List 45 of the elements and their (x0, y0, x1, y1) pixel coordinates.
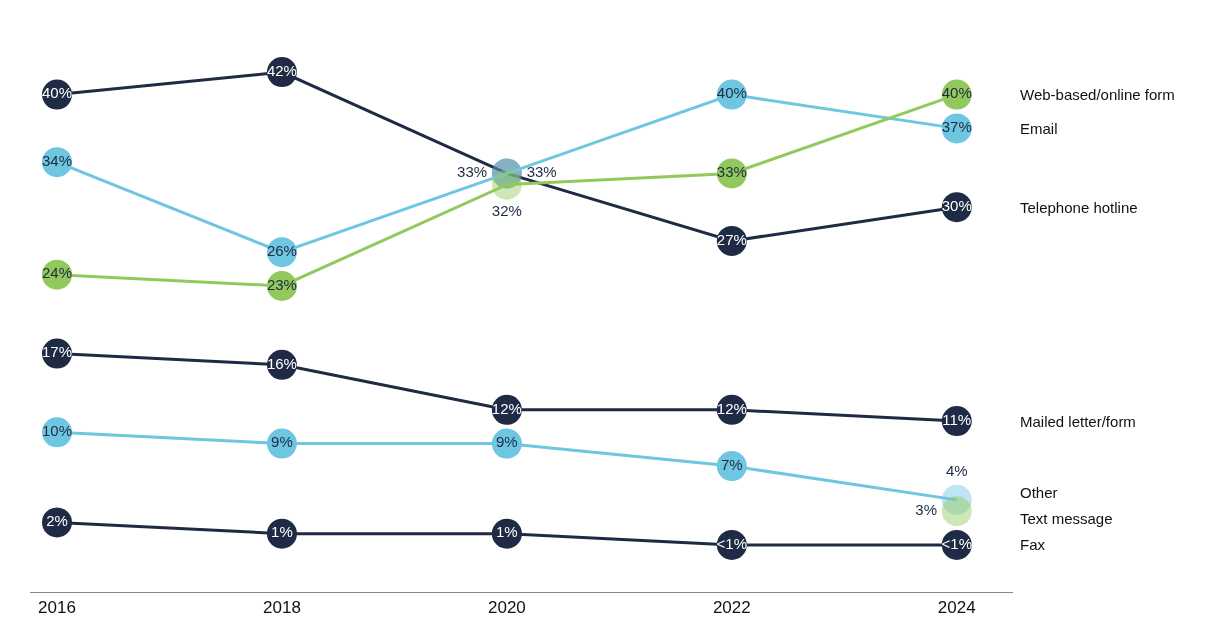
data-label: 33% (716, 163, 747, 181)
data-label: 23% (266, 275, 297, 293)
data-label: 11% (942, 410, 972, 428)
text: Email (1020, 120, 1058, 137)
data-label: 42% (266, 61, 297, 79)
text: Telephone hotline (1020, 199, 1138, 216)
x-tick-label: 2018 (263, 598, 301, 618)
data-label: 33% (457, 163, 488, 181)
data-label: 7% (720, 455, 743, 473)
text: Text message (1020, 510, 1113, 527)
data-label: 1% (271, 523, 293, 541)
text: Other (1020, 484, 1058, 501)
data-label: 1% (496, 523, 518, 541)
data-label: 10% (41, 422, 73, 440)
data-label: 33% (526, 163, 557, 181)
data-label: 9% (271, 433, 293, 451)
data-label: 9% (496, 433, 518, 451)
text: Mailed letter/form (1020, 413, 1136, 430)
data-label: 26% (266, 241, 297, 259)
data-label: 12% (491, 399, 522, 417)
text: Fax (1020, 536, 1046, 553)
point (491, 169, 522, 200)
data-label: 40% (941, 84, 972, 102)
data-label: 12% (716, 399, 747, 417)
data-label: <1% (941, 534, 972, 552)
data-label: 30% (941, 196, 972, 214)
data-label: <1% (716, 534, 748, 552)
data-label: 34% (41, 151, 73, 169)
x-tick-label: 2020 (487, 598, 526, 618)
text: Web-based/online form (1020, 86, 1175, 103)
point (941, 496, 972, 527)
data-label: 16% (266, 354, 297, 372)
x-tick-label: 2022 (712, 598, 751, 618)
data-label: 4% (945, 462, 968, 480)
data-label: 40% (41, 84, 73, 102)
data-label: 32% (491, 201, 522, 219)
data-label: 3% (915, 500, 938, 518)
data-label: 40% (716, 84, 747, 102)
x-tick-label: 2016 (38, 598, 76, 618)
data-label: 37% (941, 118, 972, 136)
data-label: 17% (41, 343, 73, 361)
data-label: 2% (46, 512, 68, 530)
data-label: 27% (716, 230, 747, 248)
x-tick-label: 2024 (937, 598, 976, 618)
data-label: 24% (41, 264, 73, 282)
